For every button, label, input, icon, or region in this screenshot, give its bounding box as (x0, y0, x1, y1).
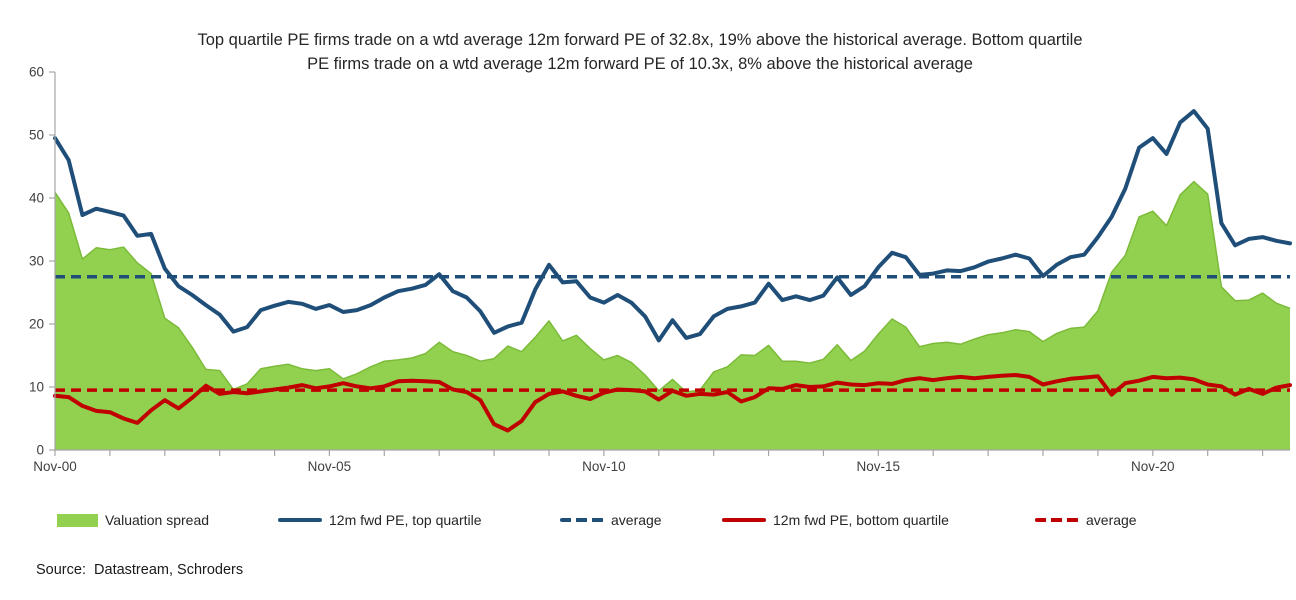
chart-legend: Valuation spread 12m fwd PE, top quartil… (0, 506, 1296, 534)
chart-title: Top quartile PE firms trade on a wtd ave… (55, 28, 1225, 76)
legend-label-valuation-spread: Valuation spread (105, 512, 210, 528)
legend-label-top-average: average (611, 512, 662, 528)
legend-label-top-quartile: 12m fwd PE, top quartile (329, 512, 482, 528)
x-axis-tick-label: Nov-05 (308, 459, 352, 474)
legend-item-top-average: average (560, 506, 662, 534)
y-axis-tick-label: 0 (36, 443, 44, 458)
legend-swatch-bottom-quartile-line (722, 518, 766, 522)
legend-item-valuation-spread: Valuation spread (57, 506, 209, 534)
legend-swatch-bottom-average-line (1035, 518, 1079, 522)
y-axis-tick-label: 10 (29, 380, 44, 395)
valuation-spread-area-edge (54, 180, 1291, 393)
legend-item-bottom-average: average (1035, 506, 1137, 534)
12m-fwd-pe-bottom-quartile-line (53, 373, 1292, 433)
x-axis-tick-label: Nov-00 (33, 459, 77, 474)
chart-title-line1: Top quartile PE firms trade on a wtd ave… (197, 31, 1083, 49)
legend-swatch-top-average-line (560, 518, 604, 522)
x-axis-tick-label: Nov-10 (582, 459, 626, 474)
x-axis-tick-label: Nov-20 (1131, 459, 1175, 474)
y-axis-tick-label: 30 (29, 254, 44, 269)
valuation-spread-area (55, 181, 1290, 450)
chart-title-line2: PE firms trade on a wtd average 12m forw… (307, 55, 973, 73)
x-axis-tick-label: Nov-15 (857, 459, 901, 474)
legend-label-bottom-quartile: 12m fwd PE, bottom quartile (773, 512, 949, 528)
12m-fwd-pe-top-quartile-line (53, 109, 1292, 343)
y-axis-tick-label: 50 (29, 128, 44, 143)
y-axis-tick-label: 40 (29, 191, 44, 206)
legend-swatch-top-quartile-line (278, 518, 322, 522)
legend-swatch-valuation-spread (57, 513, 98, 527)
legend-label-bottom-average: average (1086, 512, 1137, 528)
y-axis-tick-label: 20 (29, 317, 44, 332)
legend-item-bottom-quartile: 12m fwd PE, bottom quartile (722, 506, 949, 534)
source-note: Source: Datastream, Schroders (36, 562, 244, 578)
y-axis-tick-label: 60 (29, 65, 44, 80)
legend-item-top-quartile: 12m fwd PE, top quartile (278, 506, 482, 534)
